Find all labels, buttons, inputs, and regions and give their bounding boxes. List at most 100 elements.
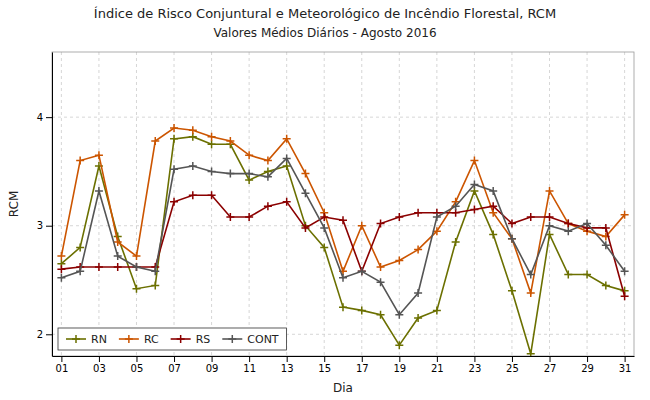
- legend-item: RS: [171, 333, 211, 346]
- series-marker: [358, 267, 366, 275]
- series-marker: [358, 267, 366, 275]
- plot: 01030507091113151719212325272931234RNRCR…: [37, 52, 635, 374]
- series-marker: [583, 220, 591, 228]
- x-axis-label: Dia: [333, 381, 353, 395]
- grid: [52, 52, 634, 356]
- x-tick-label: 07: [168, 363, 181, 374]
- series-markers: [57, 124, 628, 297]
- y-tick-mark: [46, 117, 52, 118]
- x-tick-label: 23: [469, 363, 482, 374]
- series-marker: [283, 154, 291, 162]
- x-grid-line: [136, 52, 137, 356]
- series-marker: [358, 306, 366, 314]
- y-axis-label: RCM: [7, 191, 21, 217]
- legend-item: RC: [119, 333, 159, 346]
- series-marker: [57, 274, 65, 282]
- series-marker: [320, 224, 328, 232]
- legend-marker: [125, 335, 133, 343]
- series-marker: [189, 191, 197, 199]
- x-tick-mark: [212, 356, 213, 362]
- x-tick: 17: [356, 356, 369, 374]
- series-marker: [489, 202, 497, 210]
- series-marker: [132, 285, 140, 293]
- series-marker: [452, 202, 460, 210]
- series-marker: [95, 187, 103, 195]
- x-tick: 23: [469, 356, 482, 374]
- series-marker: [245, 170, 253, 178]
- series-line: [61, 158, 624, 314]
- x-grid-line: [624, 52, 625, 356]
- series-marker: [301, 170, 309, 178]
- series-marker: [564, 227, 572, 235]
- series-marker: [57, 252, 65, 260]
- series-marker: [283, 198, 291, 206]
- y-grid-line: [52, 117, 634, 118]
- series-marker: [395, 213, 403, 221]
- series-marker: [358, 222, 366, 230]
- x-axis-line: [53, 356, 635, 357]
- legend-label: RN: [91, 333, 107, 346]
- series-marker: [602, 281, 610, 289]
- x-tick-mark: [399, 356, 400, 362]
- series-marker: [339, 303, 347, 311]
- series-marker: [621, 292, 629, 300]
- x-grid-line: [399, 52, 400, 356]
- series-marker: [377, 263, 385, 271]
- x-tick-mark: [437, 356, 438, 362]
- x-tick-label: 13: [281, 363, 294, 374]
- series-group: [57, 124, 628, 356]
- series-marker: [377, 278, 385, 286]
- legend-marker: [72, 335, 80, 343]
- series-marker: [208, 133, 216, 141]
- x-grid-line: [511, 52, 512, 356]
- series-marker: [301, 224, 309, 232]
- x-tick: 21: [431, 356, 444, 374]
- x-tick-mark: [99, 356, 100, 362]
- series-marker: [527, 213, 535, 221]
- series-marker: [470, 205, 478, 213]
- y-tick-mark: [46, 226, 52, 227]
- x-tick-mark: [474, 356, 475, 362]
- x-tick-label: 17: [356, 363, 369, 374]
- x-tick-label: 01: [56, 363, 69, 374]
- x-tick-mark: [287, 356, 288, 362]
- x-tick-mark: [136, 356, 137, 362]
- series-marker: [414, 314, 422, 322]
- series-line: [61, 195, 624, 296]
- series-marker: [189, 126, 197, 134]
- series-marker: [546, 187, 554, 195]
- x-tick-label: 29: [581, 363, 594, 374]
- series-marker: [339, 216, 347, 224]
- subtitle: Valores Médios Diários - Agosto 2016: [213, 26, 436, 40]
- x-tick-label: 11: [243, 363, 256, 374]
- series-marker: [433, 306, 441, 314]
- x-tick-mark: [362, 356, 363, 362]
- x-tick: 09: [206, 356, 219, 374]
- series-marker: [151, 281, 159, 289]
- series-marker: [151, 137, 159, 145]
- series-marker: [602, 241, 610, 249]
- legend-marker: [228, 335, 236, 343]
- x-grid-line: [324, 52, 325, 356]
- x-tick-label: 25: [506, 363, 519, 374]
- series-marker: [339, 274, 347, 282]
- series-marker: [132, 263, 140, 271]
- series-marker: [132, 263, 140, 271]
- legend-box: [58, 328, 287, 350]
- x-tick-label: 31: [619, 363, 632, 374]
- x-grid-line: [98, 52, 99, 356]
- x-tick-label: 15: [318, 363, 331, 374]
- series-marker: [508, 287, 516, 295]
- x-grid-line: [211, 52, 212, 356]
- x-tick-label: 19: [393, 363, 406, 374]
- series-marker: [377, 311, 385, 319]
- series-marker: [170, 124, 178, 132]
- series-marker: [564, 220, 572, 228]
- y-axis: 234: [37, 53, 53, 357]
- series-marker: [189, 162, 197, 170]
- series-marker: [602, 224, 610, 232]
- series-markers: [57, 191, 628, 300]
- plot-frame: [52, 52, 634, 356]
- series-marker: [264, 157, 272, 165]
- series-marker: [208, 191, 216, 199]
